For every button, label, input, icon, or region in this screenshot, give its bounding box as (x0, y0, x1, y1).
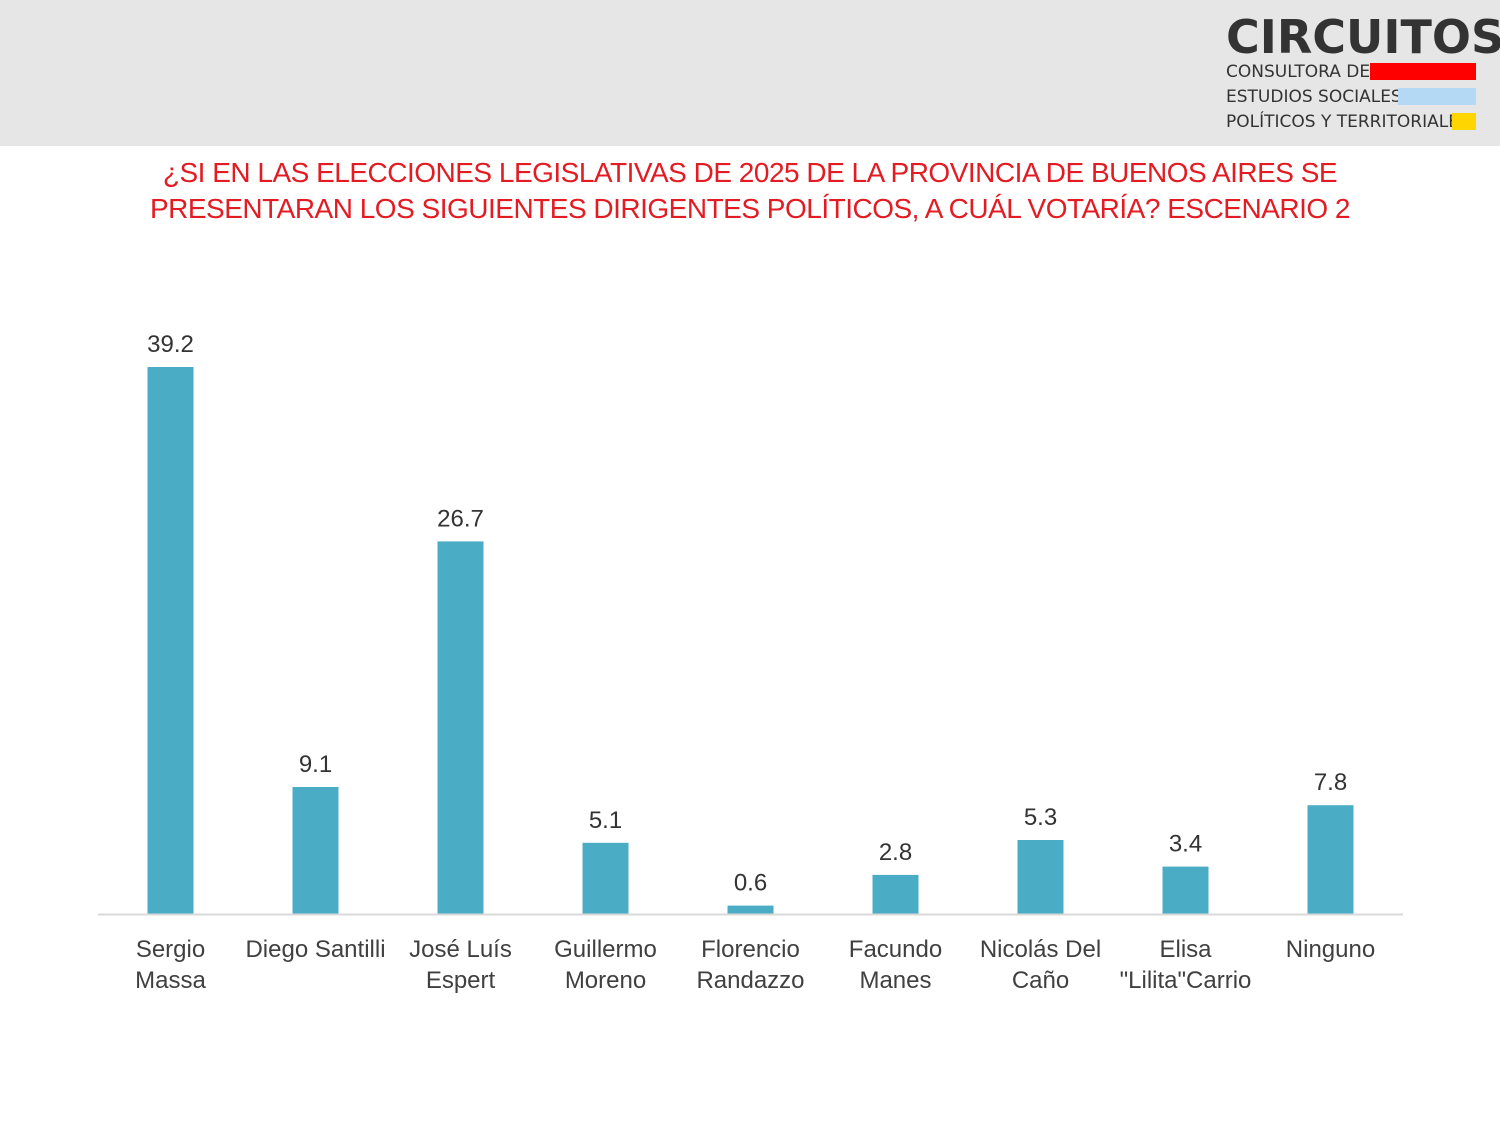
value-label-2: 26.7 (437, 505, 484, 532)
chart-title-line-1: ¿SI EN LAS ELECCIONES LEGISLATIVAS DE 20… (162, 157, 1338, 188)
logo-line-2: ESTUDIOS SOCIALES, (1226, 87, 1408, 107)
header-band (0, 0, 1500, 146)
category-label-7-0: Elisa (1159, 936, 1212, 963)
category-label-2-0: José Luís (409, 936, 512, 963)
bar-1 (292, 787, 339, 914)
bar-3 (582, 842, 629, 914)
bar-6 (1017, 840, 1064, 914)
category-labels-group: Sergio Massa Diego Santilli José Luís Espert… (135, 936, 1375, 994)
value-label-1: 9.1 (299, 751, 332, 778)
category-label-2-1: Espert (426, 967, 496, 994)
category-label-8-0: Ninguno (1286, 936, 1375, 963)
value-labels-group: 39.2 9.1 26.7 5.1 0.6 2.8 5.3 3.4 7.8 (147, 331, 1347, 897)
category-label-7-1: "Lilita"Carrio (1120, 967, 1252, 994)
category-label-0-0: Sergio (136, 936, 205, 963)
bar-2 (437, 541, 484, 914)
chart-title: ¿SI EN LAS ELECCIONES LEGISLATIVAS DE 20… (0, 155, 1500, 227)
logo-name: CIRCUITOS (1226, 10, 1500, 64)
bar-7 (1162, 866, 1209, 914)
logo-stripe-lightblue (1398, 88, 1476, 105)
bars-group (147, 367, 1354, 914)
value-label-0: 39.2 (147, 331, 194, 358)
bar-4 (727, 905, 774, 914)
category-label-1-0: Diego Santilli (245, 936, 385, 963)
circuitos-logo: CIRCUITOS CONSULTORA DE ESTUDIOS SOCIALE… (1226, 12, 1500, 137)
category-label-6-0: Nicolás Del (980, 936, 1101, 963)
value-label-5: 2.8 (879, 839, 912, 866)
category-label-4-0: Florencio (701, 936, 800, 963)
chart-title-line-2: PRESENTARAN LOS SIGUIENTES DIRIGENTES PO… (149, 193, 1351, 224)
logo-stripe-red (1370, 63, 1476, 80)
category-label-5-0: Facundo (849, 936, 942, 963)
logo-line-1: CONSULTORA DE (1226, 62, 1371, 82)
value-label-6: 5.3 (1024, 804, 1057, 831)
value-label-4: 0.6 (734, 870, 767, 897)
value-label-7: 3.4 (1169, 831, 1202, 858)
value-label-8: 7.8 (1314, 769, 1347, 796)
bar-5 (872, 874, 919, 914)
bar-0 (147, 367, 194, 914)
value-label-3: 5.1 (589, 807, 622, 834)
bar-8 (1307, 805, 1354, 914)
category-label-3-1: Moreno (565, 967, 646, 994)
category-label-3-0: Guillermo (554, 936, 657, 963)
category-label-5-1: Manes (859, 967, 931, 994)
category-label-0-1: Massa (135, 967, 206, 994)
logo-stripe-yellow (1452, 113, 1476, 130)
logo-line-3: POLÍTICOS Y TERRITORIALES (1226, 112, 1470, 132)
category-label-4-1: Randazzo (696, 967, 804, 994)
category-label-6-1: Caño (1012, 967, 1069, 994)
